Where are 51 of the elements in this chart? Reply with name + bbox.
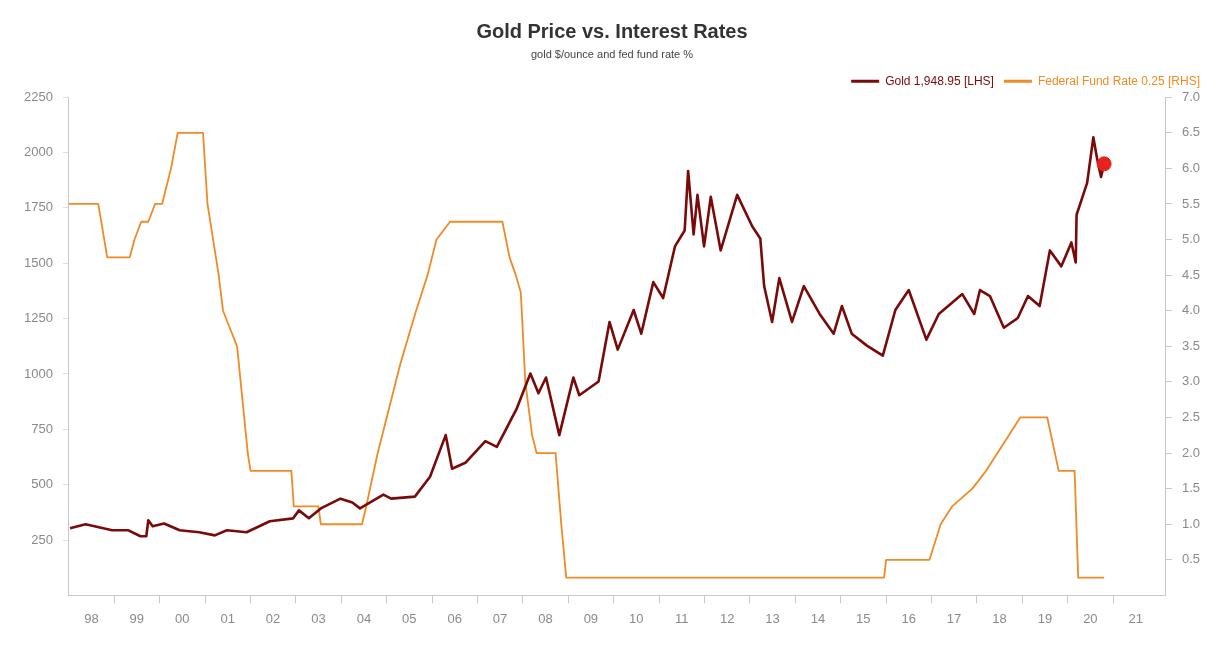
y-tick-label: 500: [31, 476, 53, 492]
x-tick-label: 02: [265, 610, 281, 626]
x-tick-label: 11: [674, 610, 689, 626]
y2-tick-label: 7.0: [1181, 88, 1201, 104]
y-tick-label: 750: [31, 420, 53, 436]
y2-tick-label: 6.5: [1181, 124, 1201, 140]
x-tick-label: 21: [1128, 610, 1143, 626]
x-tick-label: 15: [856, 610, 871, 626]
x-tick-label: 99: [129, 610, 145, 626]
legend-label: Federal Fund Rate 0.25 [RHS]: [1037, 73, 1201, 88]
y2-tick-label: 2.0: [1181, 444, 1201, 460]
x-tick-label: 19: [1037, 610, 1053, 626]
x-tick-label: 13: [765, 610, 780, 626]
y2-tick-label: 1.0: [1181, 515, 1201, 531]
x-tick-label: 04: [356, 610, 372, 626]
legend-label: Gold 1,948.95 [LHS]: [885, 73, 994, 88]
x-tick-label: 18: [992, 610, 1007, 626]
x-tick-label: 10: [629, 610, 644, 626]
y-tick-label: 250: [31, 531, 53, 547]
x-tick-label: 17: [946, 610, 962, 626]
y-tick-label: 2000: [24, 144, 53, 160]
y2-tick-label: 4.5: [1181, 266, 1201, 282]
x-tick-label: 08: [538, 610, 553, 626]
x-tick-label: 00: [175, 610, 190, 626]
y2-tick-label: 2.5: [1181, 409, 1201, 425]
y-tick-label: 2250: [24, 88, 53, 104]
y2-tick-label: 4.0: [1181, 302, 1201, 318]
y2-tick-label: 3.0: [1181, 373, 1201, 389]
chart-subtitle: gold $/ounce and fed fund rate %: [530, 47, 694, 60]
y-tick-label: 1250: [24, 310, 53, 326]
y2-tick-label: 5.5: [1181, 195, 1201, 211]
x-tick-label: 01: [220, 610, 235, 626]
x-tick-label: 05: [402, 610, 417, 626]
x-tick-label: 20: [1083, 610, 1098, 626]
x-tick-label: 07: [492, 610, 508, 626]
y2-tick-label: 6.0: [1181, 159, 1201, 175]
x-tick-label: 06: [447, 610, 462, 626]
x-tick-label: 12: [719, 610, 735, 626]
x-tick-label: 98: [84, 610, 99, 626]
y2-tick-label: 0.5: [1181, 551, 1201, 567]
y-tick-label: 1500: [24, 254, 53, 270]
y2-tick-label: 3.5: [1181, 337, 1201, 353]
y2-tick-label: 5.0: [1181, 231, 1201, 247]
y-tick-label: 1750: [24, 199, 53, 215]
x-tick-label: 03: [311, 610, 326, 626]
x-tick-label: 16: [901, 610, 916, 626]
x-tick-label: 09: [583, 610, 599, 626]
x-tick-label: 14: [810, 610, 826, 626]
chart-title: Gold Price vs. Interest Rates: [476, 19, 748, 42]
y-tick-label: 1000: [24, 365, 53, 381]
y2-tick-label: 1.5: [1181, 480, 1201, 496]
